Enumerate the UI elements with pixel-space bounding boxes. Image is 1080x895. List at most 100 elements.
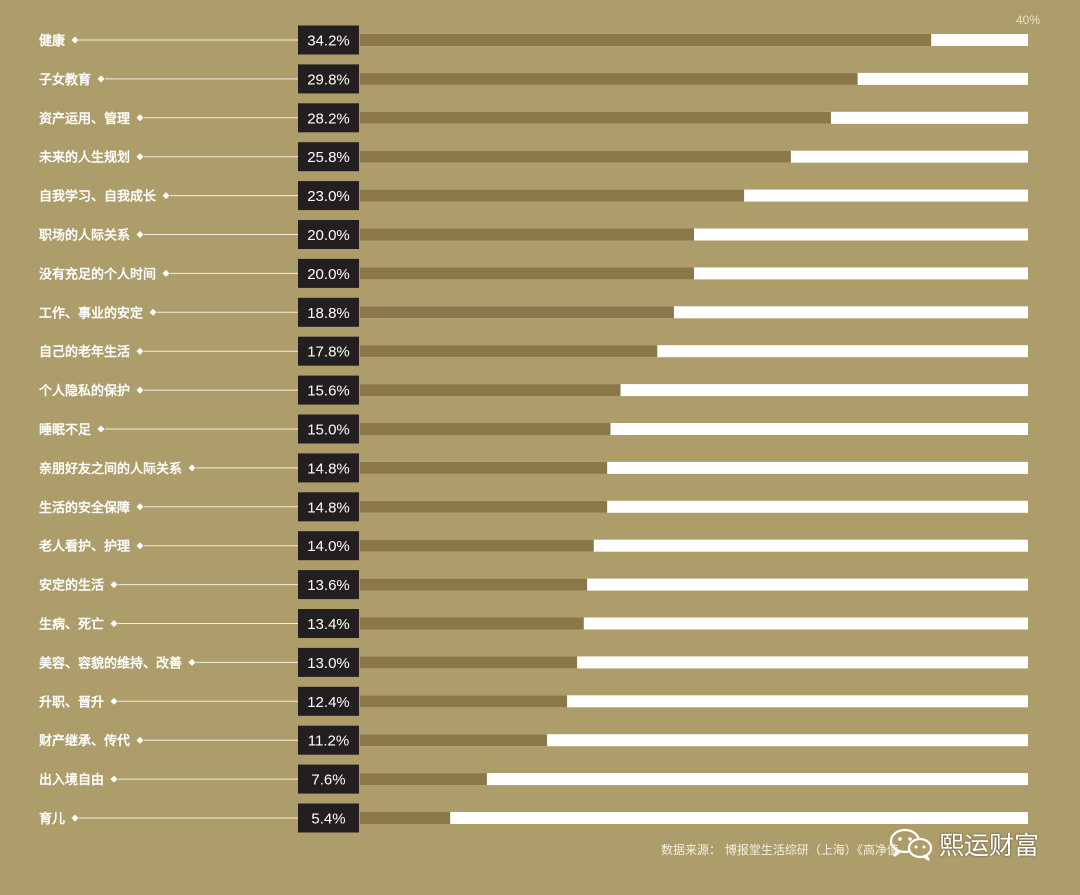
category-label: 安定的生活 [39, 578, 104, 594]
diamond-marker [136, 114, 144, 122]
diamond-marker [149, 308, 157, 316]
axis-max-label: 40% [1016, 13, 1040, 27]
category-label: 财产继承、传代 [39, 733, 130, 749]
category-label: 职场的人际关系 [39, 228, 130, 244]
bar [360, 773, 487, 786]
value-box [298, 686, 359, 716]
category-label: 美容、容貌的维持、改善 [39, 655, 182, 671]
bar-track [360, 773, 1028, 786]
bar [360, 423, 611, 435]
value-label: 14.0% [307, 538, 350, 555]
value-label: 13.4% [307, 616, 350, 633]
category-label: 生病、死亡 [39, 617, 104, 633]
value-label: 29.8% [307, 71, 350, 88]
bar [360, 228, 694, 241]
diamond-marker [136, 542, 144, 550]
category-label: 生活的安全保障 [39, 500, 130, 516]
diamond-marker [71, 814, 79, 822]
bar [360, 111, 831, 124]
diamond-marker [162, 269, 170, 277]
category-label: 出入境自由 [39, 772, 104, 788]
source-note: 数据来源： 博报堂生活综研（上海）《高净值 [661, 843, 899, 857]
wechat-icon [889, 828, 933, 861]
category-label: 自己的老年生活 [39, 344, 130, 360]
value-box [298, 142, 359, 172]
value-label: 5.4% [311, 811, 345, 828]
diamond-marker [110, 620, 118, 627]
diamond-marker [97, 75, 105, 83]
bar [360, 461, 608, 474]
value-box [298, 647, 359, 677]
category-label: 未来的人生规划 [38, 150, 130, 166]
value-label: 25.8% [307, 149, 350, 166]
value-label: 23.0% [307, 188, 350, 205]
value-label: 13.6% [307, 577, 350, 594]
value-box [298, 258, 359, 288]
value-label: 14.8% [307, 499, 350, 516]
value-box [298, 414, 359, 444]
diamond-marker [136, 386, 144, 394]
value-label: 20.0% [307, 266, 350, 283]
diamond-marker [136, 153, 144, 161]
value-box [298, 220, 359, 249]
bar [360, 72, 858, 85]
value-label: 34.2% [307, 33, 350, 50]
value-box [298, 181, 359, 211]
value-label: 15.6% [307, 383, 350, 400]
bar [360, 617, 584, 630]
category-label: 子女教育 [39, 72, 91, 88]
bar [360, 656, 578, 669]
bar [360, 345, 658, 358]
bar [360, 695, 568, 708]
value-label: 15.0% [307, 422, 350, 439]
category-label: 健康 [39, 33, 66, 49]
bar [360, 734, 548, 747]
value-label: 12.4% [307, 694, 350, 711]
category-label: 自我学习、自我成长 [39, 189, 157, 205]
diamond-marker [110, 581, 118, 589]
category-label: 资产运用、管理 [39, 111, 130, 127]
bar [360, 150, 791, 163]
bar [360, 539, 594, 552]
value-box [298, 570, 359, 600]
category-label: 没有充足的个人时间 [39, 266, 156, 282]
diamond-marker [97, 425, 105, 433]
value-box [298, 297, 359, 327]
value-label: 18.8% [307, 305, 350, 322]
value-label: 13.0% [307, 655, 350, 672]
value-box [298, 64, 359, 94]
value-box [298, 803, 359, 833]
value-label: 28.2% [307, 110, 350, 127]
bar [360, 812, 451, 824]
bar [360, 306, 674, 319]
diamond-marker [110, 775, 118, 783]
value-box [298, 25, 359, 55]
bar [360, 384, 621, 397]
category-label: 亲朋好友之间的人际关系 [39, 461, 182, 477]
category-label: 个人隐私的保护 [38, 383, 130, 399]
category-label: 升职、晋升 [39, 694, 104, 710]
value-box [298, 375, 359, 405]
category-label: 工作、事业的安定 [39, 305, 143, 321]
diamond-marker [136, 503, 144, 511]
value-box [298, 609, 359, 638]
diamond-marker [162, 192, 170, 200]
watermark: 熙运财富 [887, 826, 1039, 862]
bar [360, 189, 745, 202]
value-label: 7.6% [311, 772, 345, 789]
value-box [298, 336, 359, 366]
value-box [298, 725, 359, 755]
diamond-marker [136, 347, 144, 355]
diamond-marker [136, 231, 144, 238]
value-box [298, 531, 359, 561]
value-box [298, 492, 359, 522]
value-box [298, 453, 359, 483]
diamond-marker [136, 736, 144, 744]
category-label: 育儿 [39, 811, 65, 827]
value-box [298, 764, 359, 794]
category-label: 睡眠不足 [39, 422, 92, 438]
diamond-marker [110, 697, 118, 705]
bar [360, 500, 608, 513]
bar [360, 34, 932, 46]
